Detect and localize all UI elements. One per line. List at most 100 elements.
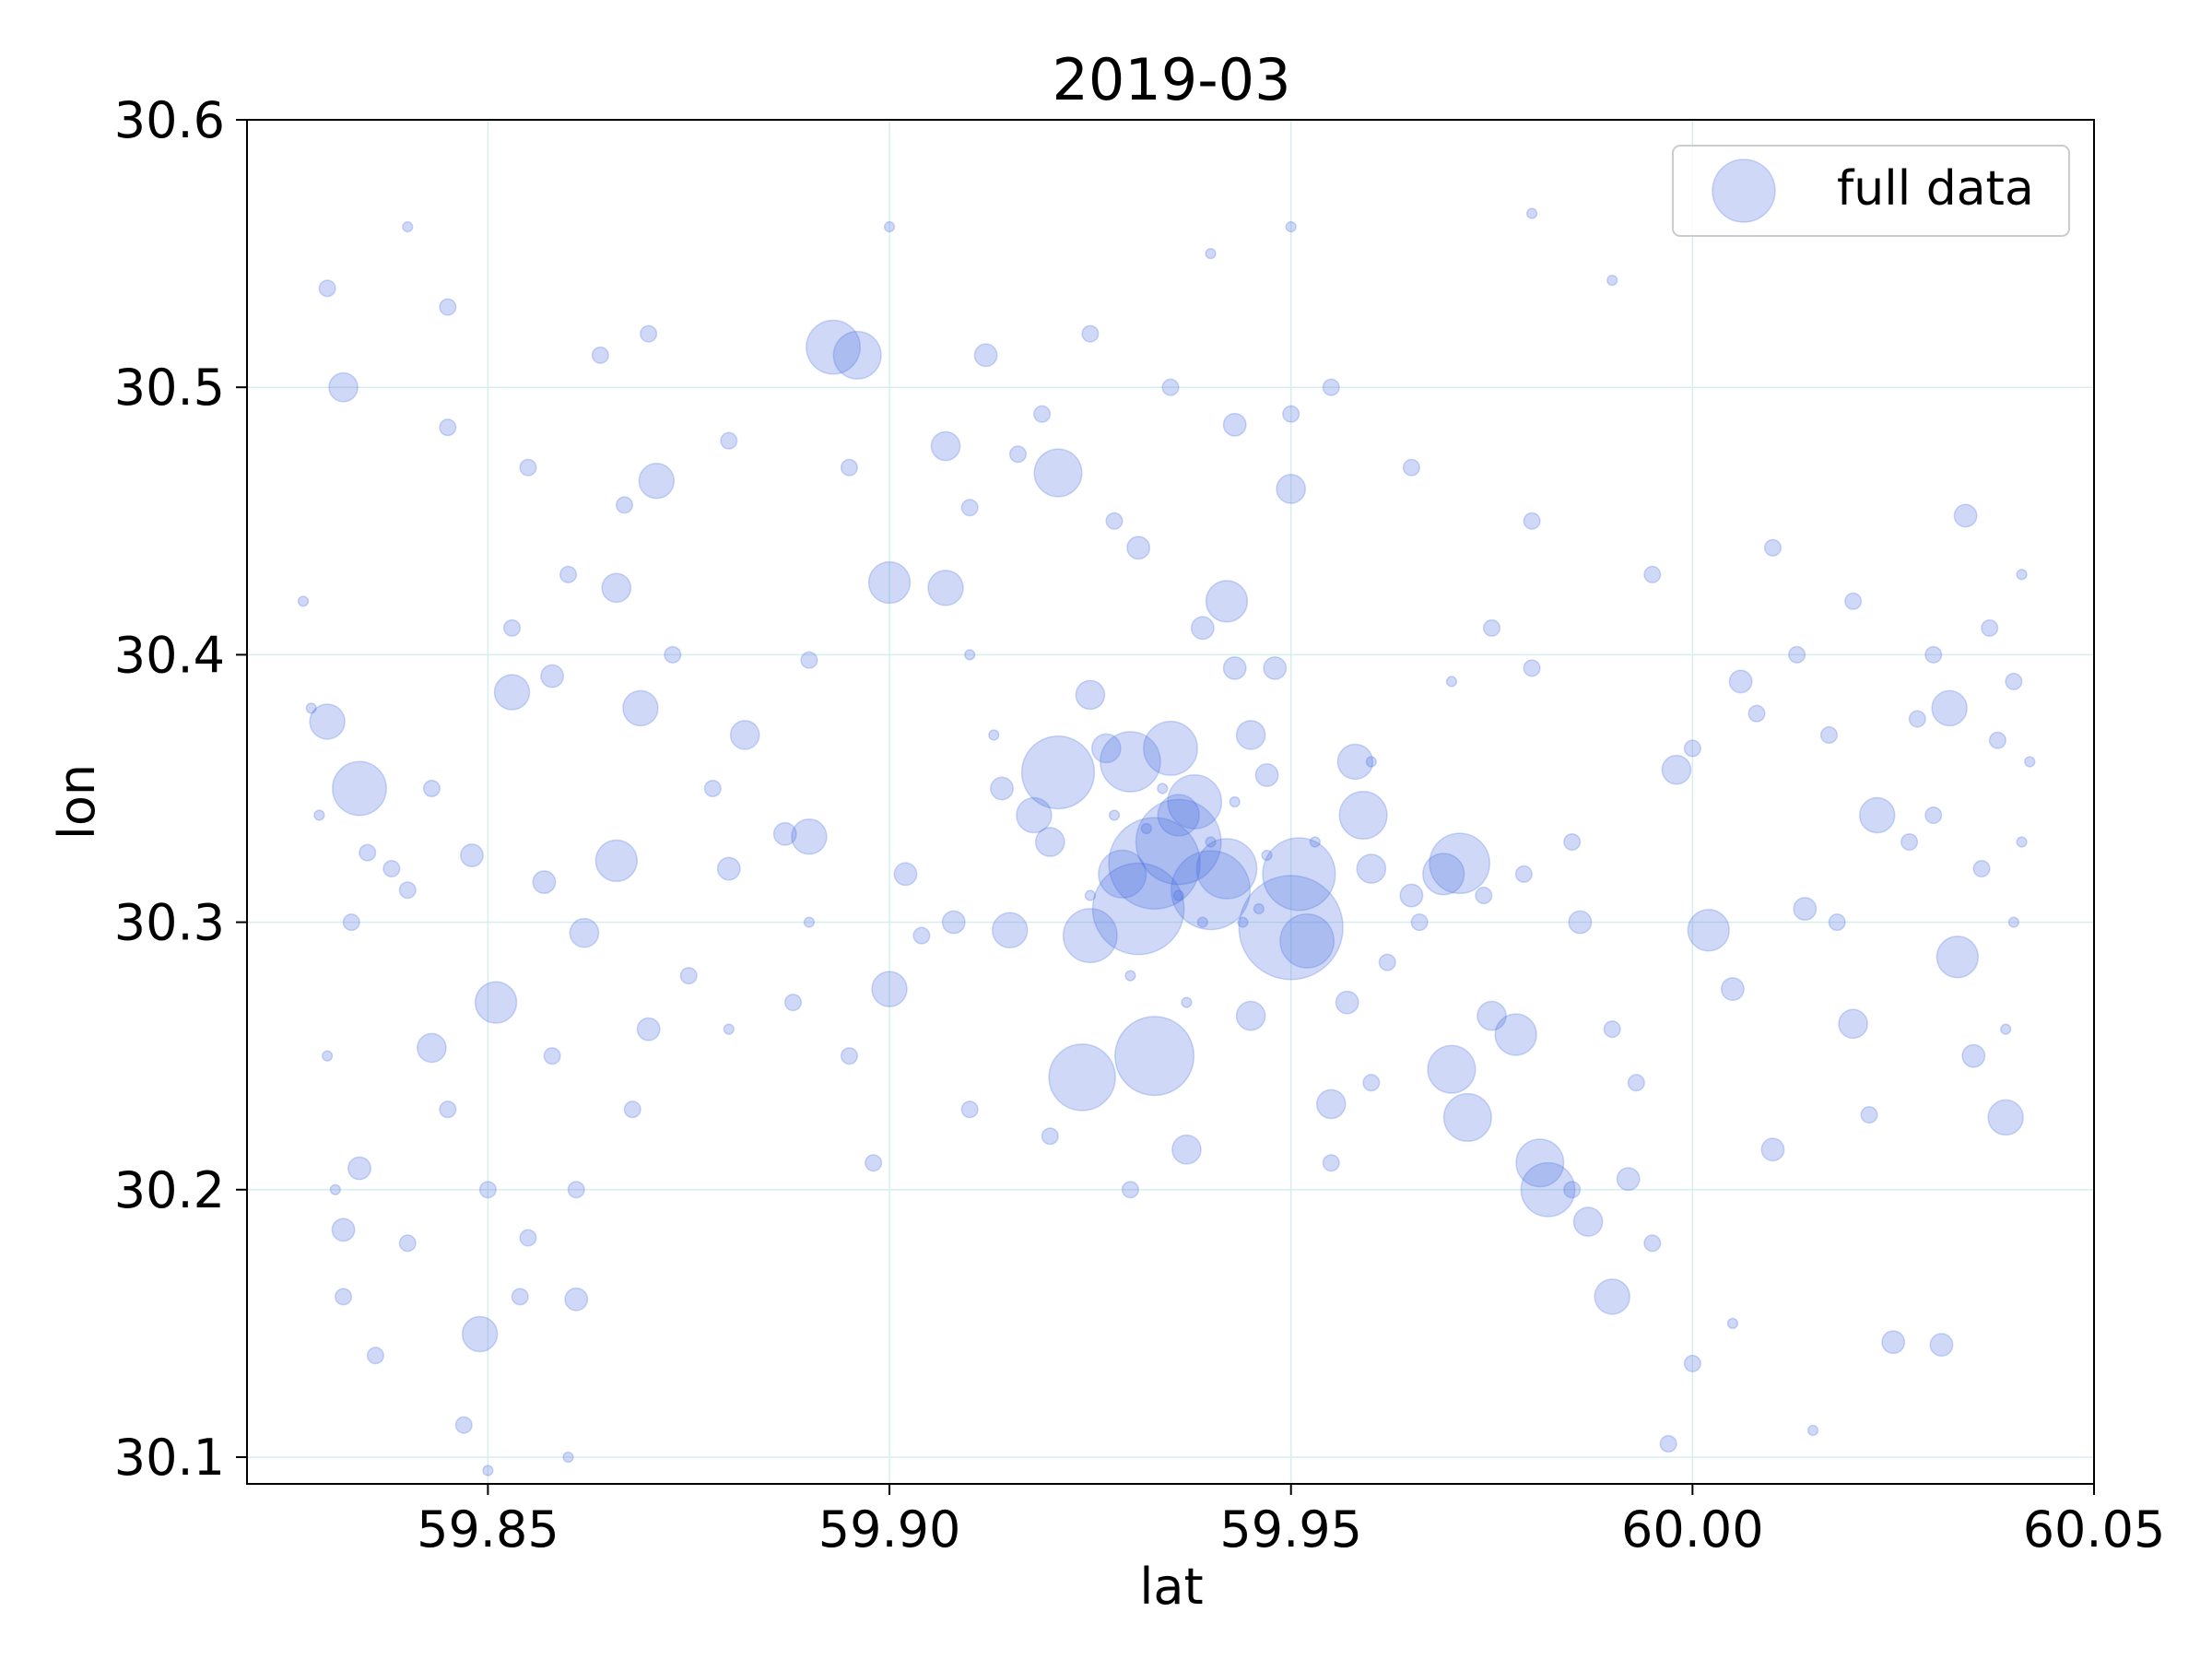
data-point (1399, 883, 1424, 908)
data-point (1222, 655, 1247, 680)
legend: full data (1672, 145, 2070, 237)
data-point (532, 870, 557, 895)
data-point (615, 496, 634, 514)
data-point (366, 1347, 384, 1365)
data-point (502, 618, 522, 637)
x-axis-ticks: 59.85 59.90 59.95 60.00 60.05 (417, 1484, 2165, 1559)
data-point (1806, 1424, 1819, 1437)
data-point (543, 1047, 561, 1065)
data-point (1108, 817, 1201, 911)
data-point (1263, 655, 1288, 680)
data-point (1279, 912, 1335, 969)
data-point (1171, 850, 1252, 931)
data-point (1402, 458, 1420, 477)
data-point (867, 560, 912, 605)
data-point (1514, 865, 1533, 883)
data-point (1931, 689, 1968, 727)
data-point (912, 926, 931, 945)
data-point (1523, 512, 1541, 530)
x-tick-label: 60.00 (1621, 1500, 1764, 1559)
data-point (1860, 1105, 1878, 1124)
data-point (990, 776, 1014, 801)
data-point (1728, 669, 1753, 694)
data-point (1237, 916, 1249, 928)
data-point (1793, 897, 1818, 922)
data-point (1981, 618, 1999, 637)
data-point (806, 319, 862, 375)
data-point (1515, 1138, 1565, 1188)
data-point (2005, 672, 2023, 690)
data-point (1062, 908, 1118, 964)
data-point (1140, 822, 1153, 835)
data-point (417, 1032, 447, 1064)
data-point (1157, 782, 1169, 794)
data-point (1081, 324, 1100, 343)
data-point (1124, 970, 1136, 982)
data-point (1238, 875, 1344, 981)
data-point (1262, 837, 1336, 912)
y-tick-label: 30.4 (114, 626, 225, 684)
data-point (1726, 1317, 1739, 1330)
data-point (1445, 676, 1458, 688)
data-point (1929, 1333, 1954, 1358)
data-point (1126, 535, 1151, 560)
data-point (1659, 1434, 1677, 1453)
data-point (1315, 1088, 1347, 1120)
data-point (865, 1154, 883, 1172)
data-point (567, 1181, 585, 1199)
data-point (1568, 910, 1593, 935)
data-point (1747, 704, 1766, 723)
data-point (622, 689, 659, 727)
legend-marker (1712, 159, 1776, 223)
data-point (482, 1465, 494, 1477)
data-point (1523, 659, 1541, 677)
data-point (1936, 935, 1980, 979)
data-point (1143, 721, 1198, 776)
data-point (1338, 790, 1388, 841)
data-point (1254, 763, 1279, 787)
x-axis-label: lat (1139, 1558, 1203, 1616)
data-point (511, 1288, 529, 1306)
data-point (1838, 1008, 1868, 1040)
data-point (1410, 913, 1429, 932)
data-point (1924, 806, 1943, 825)
chart-title: 2019-03 (1052, 46, 1290, 113)
data-point (720, 431, 738, 450)
data-point (1105, 512, 1124, 530)
data-point (1285, 220, 1297, 233)
data-point (1881, 1330, 1906, 1355)
data-point (422, 779, 441, 798)
data-point (1229, 795, 1241, 808)
data-point (1033, 405, 1052, 423)
data-point (1683, 739, 1701, 758)
data-point (1494, 1013, 1537, 1056)
data-point (1016, 796, 1053, 834)
data-point (1427, 1044, 1477, 1094)
y-tick-label: 30.2 (114, 1161, 225, 1219)
data-point (1261, 849, 1273, 862)
data-point (791, 818, 828, 855)
data-point (623, 1100, 641, 1119)
x-tick-label: 60.05 (2023, 1500, 2166, 1559)
data-point (1171, 1134, 1202, 1165)
data-point (1172, 889, 1184, 901)
data-point (305, 702, 317, 714)
data-point (329, 1183, 341, 1195)
legend-box (1672, 145, 2070, 237)
data-point (474, 981, 518, 1024)
data-point (991, 912, 1029, 949)
data-point (1819, 725, 1839, 745)
data-point (1828, 913, 1846, 932)
data-point (309, 703, 346, 740)
data-point (1760, 1137, 1785, 1162)
data-point (1309, 836, 1321, 848)
data-point (1205, 836, 1217, 848)
data-point (664, 645, 682, 664)
data-point (1365, 756, 1377, 768)
data-point (1661, 754, 1692, 785)
data-point (1908, 710, 1926, 728)
data-point (1683, 1354, 1701, 1372)
y-axis-label: lon (48, 764, 106, 840)
data-point (1181, 996, 1193, 1008)
